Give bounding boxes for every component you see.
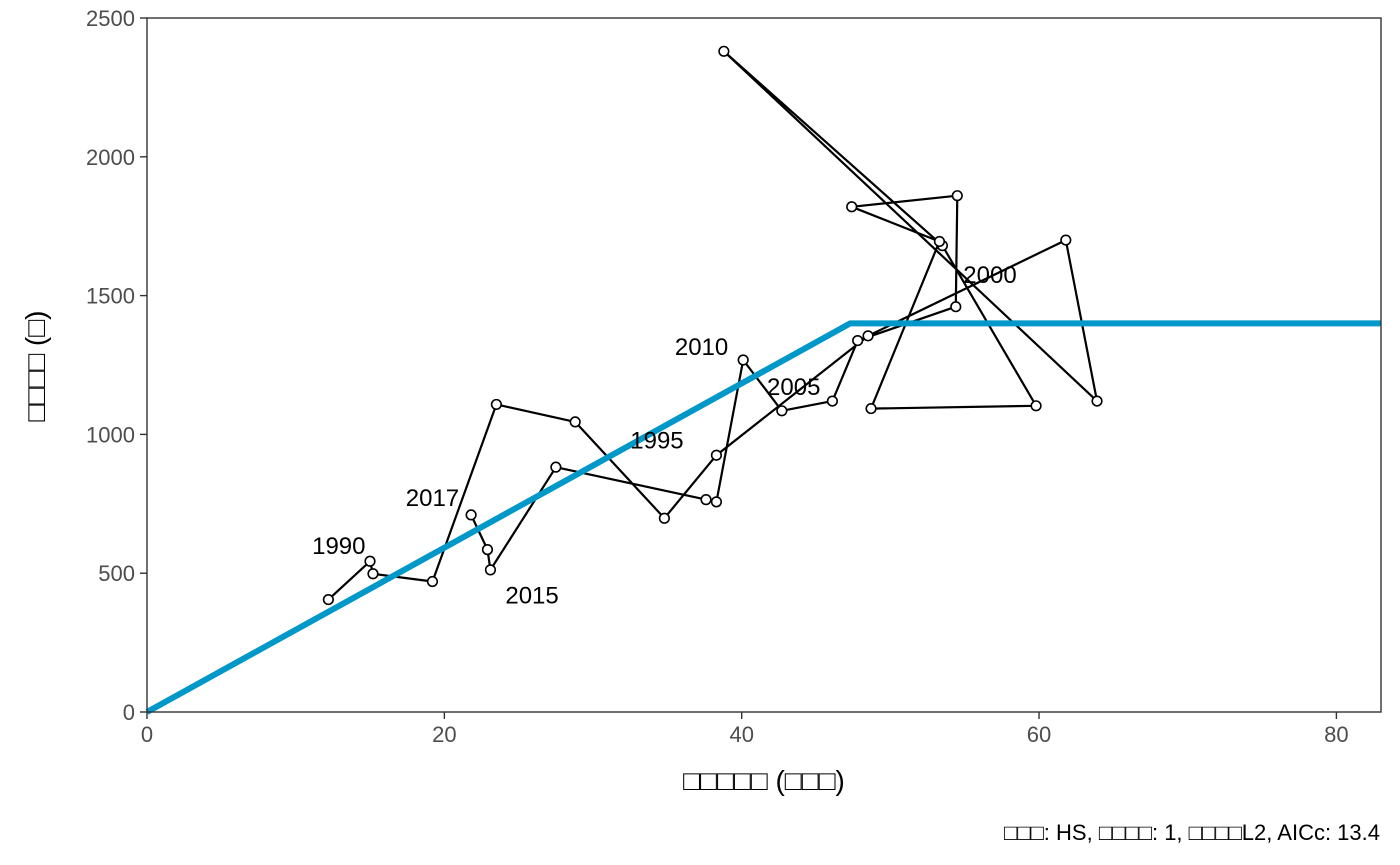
- y-tick-label: 500: [98, 561, 135, 586]
- x-axis: 0 20 40 60 80: [141, 712, 1349, 747]
- data-point: [865, 402, 877, 415]
- year-label: 2010: [675, 334, 728, 361]
- fit-line: [145, 320, 1381, 715]
- annotations-layer: 1990 1995 2000 2005 2010 2015 2017: [312, 262, 1017, 610]
- fit-line-layer: [145, 320, 1381, 715]
- data-point: [718, 45, 730, 57]
- y-tick-label: 2500: [86, 6, 135, 31]
- data-point: [1030, 400, 1042, 412]
- data-point: [737, 354, 749, 366]
- y-tick-label: 1000: [86, 422, 135, 447]
- data-point: [1060, 234, 1072, 246]
- year-label: 2000: [963, 262, 1016, 289]
- year-label: 2005: [767, 374, 820, 401]
- data-point: [862, 330, 874, 342]
- data-point: [710, 449, 723, 461]
- caption: □□□: HS, □□□□: 1, □□□□L2, AICc: 13.4: [1004, 820, 1380, 845]
- data-point: [364, 555, 376, 567]
- panel-border: [146, 17, 1382, 713]
- data-point: [550, 461, 562, 473]
- x-tick-label: 80: [1324, 722, 1348, 747]
- y-tick-label: 1500: [86, 284, 135, 309]
- year-label: 1990: [312, 533, 365, 560]
- data-point: [322, 593, 334, 606]
- year-label: 2015: [505, 582, 558, 609]
- data-point: [776, 405, 788, 417]
- data-point: [710, 496, 723, 508]
- y-tick-label: 0: [123, 700, 135, 725]
- data-point: [700, 494, 712, 506]
- data-point: [658, 512, 670, 524]
- data-point: [826, 395, 838, 407]
- x-tick-label: 60: [1027, 722, 1051, 747]
- year-label: 1995: [630, 428, 683, 455]
- data-point: [569, 416, 581, 428]
- data-point: [481, 544, 494, 556]
- data-point: [465, 509, 477, 521]
- data-point: [426, 575, 439, 588]
- x-tick-label: 20: [432, 722, 456, 747]
- y-axis: 0 500 1000 1500 2000 2500: [86, 6, 147, 725]
- x-tick-label: 40: [729, 722, 753, 747]
- data-point: [367, 568, 379, 580]
- points-layer: [322, 45, 1103, 606]
- x-tick-label: 0: [141, 722, 153, 747]
- data-point: [1091, 395, 1103, 407]
- data-point: [933, 235, 946, 248]
- data-point: [846, 201, 858, 213]
- y-axis-title: □□□□ (□): [20, 311, 51, 422]
- data-point: [951, 190, 963, 202]
- y-tick-label: 2000: [86, 145, 135, 170]
- x-axis-title: □□□□□ (□□□): [683, 765, 845, 796]
- year-label: 2017: [406, 485, 459, 512]
- data-point: [490, 398, 502, 411]
- data-point: [950, 301, 962, 313]
- data-point: [852, 334, 864, 347]
- data-point: [484, 564, 497, 576]
